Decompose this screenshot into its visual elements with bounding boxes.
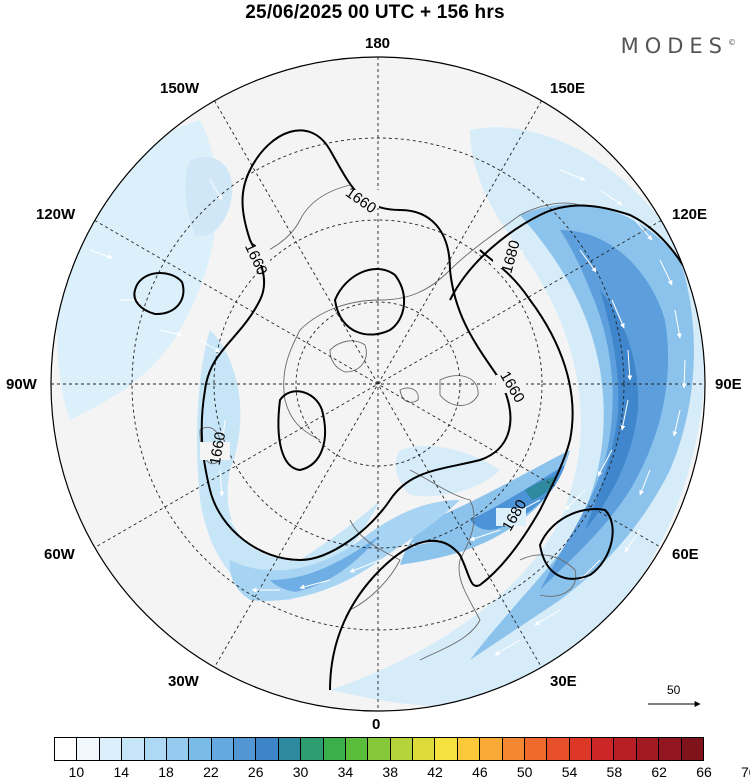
brand-logo: MODES© [620, 34, 736, 58]
colorbar-tick-label: 14 [113, 764, 130, 780]
lon-label-60e: 60E [672, 546, 699, 563]
colorbar-swatch [256, 738, 279, 760]
wind-speed-shading [57, 120, 705, 706]
lon-label-90e: 90E [715, 376, 742, 393]
colorbar-tick-label: 62 [651, 764, 667, 780]
map-border [50, 56, 706, 712]
height-contours [133, 129, 701, 691]
colorbar-swatch [502, 738, 525, 760]
colorbar-labels: 10 14 18 22 26 30 34 38 42 46 50 54 58 62 66 70 [54, 764, 750, 782]
colorbar-swatch [122, 738, 145, 760]
lon-label-60w: 60W [44, 546, 75, 563]
contour-low-siberia [333, 268, 406, 336]
lon-label-150e: 150E [550, 80, 586, 97]
colorbar-swatch [569, 738, 592, 760]
colorbar-swatch [99, 738, 123, 760]
contour-1680 [449, 204, 701, 301]
colorbar-swatch [211, 738, 234, 760]
colorbar-tick-label: 10 [68, 764, 85, 780]
colorbar-swatch [457, 738, 481, 760]
colorbar-swatch [659, 738, 682, 760]
colorbar-tick-label: 38 [382, 764, 398, 780]
colorbar-swatch [278, 738, 302, 760]
colorbar-swatch [77, 738, 100, 760]
colorbar-swatch [614, 738, 637, 760]
colorbar-swatch [166, 738, 190, 760]
colorbar-swatch [368, 738, 391, 760]
lon-label-30e: 30E [550, 673, 577, 690]
lon-label-180: 180 [365, 35, 391, 52]
colorbar-tick-label: 34 [337, 764, 354, 780]
colorbar-swatch [592, 738, 615, 760]
colorbar-tick-label: 50 [516, 764, 533, 780]
lon-label-120w: 120W [36, 206, 76, 223]
contour-low-caspian [538, 508, 614, 580]
lon-label-150w: 150W [160, 80, 200, 97]
colorbar-swatch [323, 738, 346, 760]
lon-label-90w: 90W [6, 376, 37, 393]
contour-1680-south [329, 249, 574, 691]
colorbar-tick-label: 18 [158, 764, 174, 780]
colorbar-tick-label: 54 [561, 764, 578, 780]
lon-label-120e: 120E [672, 206, 708, 223]
contour-label: 1660 [207, 431, 230, 467]
colorbar-swatch [524, 738, 548, 760]
colorbar-tick-label: 66 [696, 764, 712, 780]
colorbar-swatch [144, 738, 167, 760]
colorbar-swatch [189, 738, 212, 760]
colorbar [54, 737, 704, 761]
graticule [51, 57, 705, 711]
colorbar-tick-label: 30 [292, 764, 309, 780]
colorbar-tick-label: 26 [247, 764, 264, 780]
lon-label-30w: 30W [168, 673, 199, 690]
colorbar-swatch [681, 738, 703, 760]
colorbar-tick-label: 42 [427, 764, 443, 780]
lon-label-0: 0 [372, 716, 381, 733]
contour-low-alaska [133, 271, 185, 316]
colorbar-swatch [636, 738, 660, 760]
colorbar-swatch [345, 738, 369, 760]
contour-low-canada [277, 390, 326, 472]
colorbar-tick-label: 70 [741, 764, 750, 780]
colorbar-swatch [234, 738, 257, 760]
colorbar-swatch [413, 738, 436, 760]
colorbar-tick-label: 46 [472, 764, 488, 780]
colorbar-swatch [390, 738, 413, 760]
colorbar-tick-label: 22 [203, 764, 219, 780]
colorbar-swatch [480, 738, 503, 760]
reference-vector-label: 50 [667, 683, 681, 697]
contour-1660-pacific [200, 129, 512, 562]
colorbar-swatch [435, 738, 458, 760]
colorbar-tick-label: 58 [606, 764, 623, 780]
colorbar-swatch [301, 738, 324, 760]
forecast-title: 25/06/2025 00 UTC + 156 hrs [245, 2, 505, 23]
colorbar-swatch [55, 738, 78, 760]
colorbar-swatch [547, 738, 570, 760]
